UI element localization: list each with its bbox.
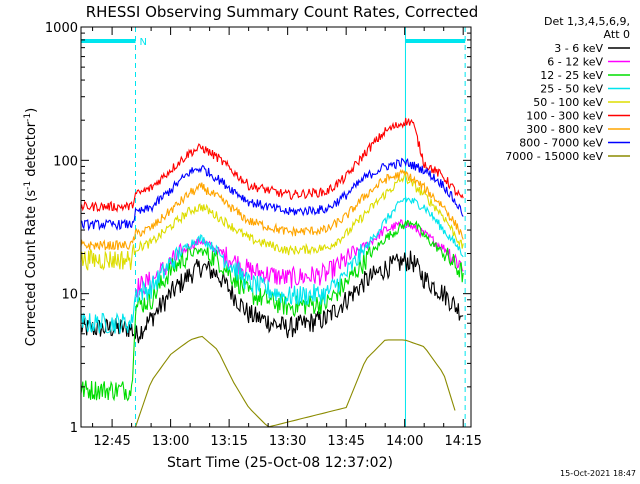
legend-label-4: 50 - 100 keV xyxy=(533,96,603,109)
y-axis-label-exp2: -1 xyxy=(23,113,33,122)
legend-label-0: 3 - 6 keV xyxy=(554,42,603,55)
legend-label-6: 300 - 800 keV xyxy=(526,123,603,136)
footer-date: 15-Oct-2021 18:47 xyxy=(560,469,636,478)
legend-header-2: Att 0 xyxy=(604,28,630,41)
series-8 xyxy=(134,335,456,428)
legend-label-8: 7000 - 15000 keV xyxy=(505,150,603,163)
y-axis-label-mid: detector xyxy=(24,121,39,181)
y-tick-label: 1000 xyxy=(45,21,78,36)
legend-label-7: 800 - 7000 keV xyxy=(519,137,603,150)
x-tick-label: 14:00 xyxy=(386,434,423,449)
series-line-6 xyxy=(80,168,464,251)
y-axis-label-exp1: -1 xyxy=(23,181,33,190)
series-line-8 xyxy=(134,335,456,428)
y-axis-label: Corrected Count Rate (s-1 detector-1) xyxy=(23,108,39,346)
series-5 xyxy=(80,117,464,213)
series-0 xyxy=(80,250,464,344)
plot-area: N xyxy=(80,27,466,428)
y-axis: 1 10 100 1000 xyxy=(45,21,471,436)
series-line-4 xyxy=(80,171,464,271)
x-tick-label: 14:15 xyxy=(444,434,481,449)
series-6 xyxy=(80,168,464,251)
x-tick-label: 13:30 xyxy=(269,434,306,449)
series-3 xyxy=(80,196,464,334)
chart-title: RHESSI Observing Summary Count Rates, Co… xyxy=(86,3,479,21)
x-tick-label: 13:00 xyxy=(152,434,189,449)
y-tick-label: 10 xyxy=(61,288,78,303)
y-tick-label: 1 xyxy=(70,421,78,436)
legend-label-2: 12 - 25 keV xyxy=(540,69,603,82)
x-axis-label: Start Time (25-Oct-08 12:37:02) xyxy=(167,455,393,471)
legend-label-5: 100 - 300 keV xyxy=(526,110,603,123)
x-tick-label: 12:45 xyxy=(93,434,130,449)
series-line-7 xyxy=(80,157,464,232)
series-line-3 xyxy=(80,196,464,334)
night-flag-label: N xyxy=(139,37,146,48)
x-axis: 12:45 13:00 13:15 13:30 13:45 14:00 14:15 xyxy=(92,27,482,449)
y-tick-label: 100 xyxy=(53,154,78,169)
plot-frame xyxy=(80,26,472,428)
legend-label-3: 25 - 50 keV xyxy=(540,83,603,96)
legend-header-1: Det 1,3,4,5,6,9, xyxy=(544,15,630,28)
series-line-0 xyxy=(80,250,464,344)
series-7 xyxy=(80,157,464,232)
x-tick-label: 13:45 xyxy=(327,434,364,449)
series-4 xyxy=(80,171,464,271)
y-axis-label-main: Corrected Count Rate (s xyxy=(24,190,39,347)
series-line-5 xyxy=(80,117,464,213)
x-tick-label: 13:15 xyxy=(210,434,247,449)
legend-label-1: 6 - 12 keV xyxy=(547,56,603,69)
y-axis-label-end: ) xyxy=(24,108,39,113)
